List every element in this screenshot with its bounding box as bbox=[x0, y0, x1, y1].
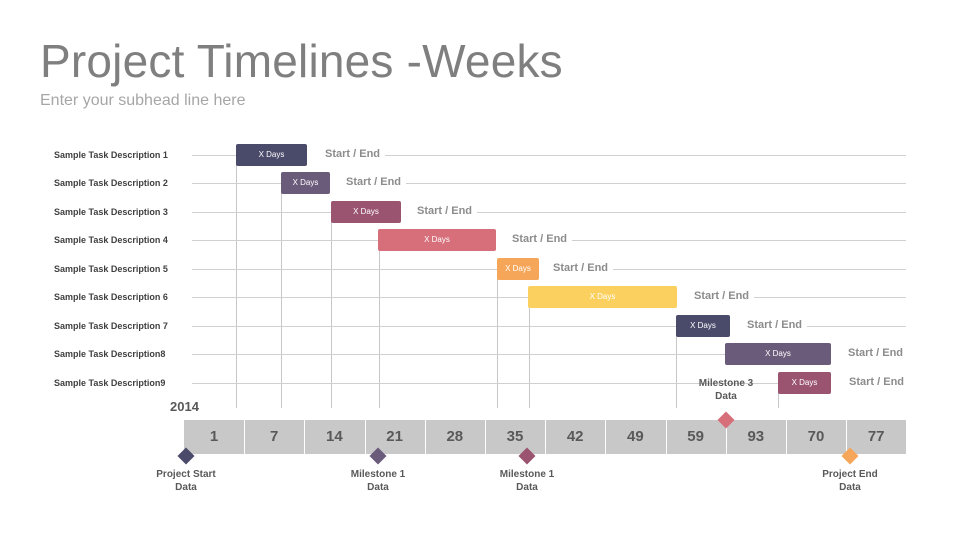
task-row-line bbox=[192, 383, 778, 384]
milestone-label: Milestone 1 Data bbox=[482, 468, 572, 494]
task-label: Sample Task Description 1 bbox=[54, 150, 168, 160]
week-label: 14 bbox=[326, 428, 343, 445]
task-bar: X Days bbox=[497, 258, 539, 280]
task-label: Sample Task Description8 bbox=[54, 349, 166, 359]
milestone-label: Project Start Data bbox=[141, 468, 231, 494]
task-label: Sample Task Description 6 bbox=[54, 292, 168, 302]
week-label: 7 bbox=[270, 428, 279, 445]
week-label: 42 bbox=[566, 428, 584, 445]
task-row-line bbox=[754, 297, 906, 298]
task-bar: X Days bbox=[778, 372, 831, 394]
week-separator bbox=[665, 420, 667, 454]
task-label: Sample Task Description 3 bbox=[54, 207, 168, 217]
task-status: Start / End bbox=[417, 205, 473, 217]
guide-line bbox=[236, 155, 237, 408]
task-status: Start / End bbox=[553, 262, 609, 274]
task-status: Start / End bbox=[346, 176, 402, 188]
guide-line bbox=[778, 383, 779, 408]
week-separator bbox=[545, 420, 547, 454]
week-separator bbox=[304, 420, 306, 454]
guide-line bbox=[281, 183, 282, 408]
task-row-line bbox=[192, 354, 725, 355]
task-bar: X Days bbox=[281, 172, 330, 194]
task-status: Start / End bbox=[747, 319, 803, 331]
week-label: 1 bbox=[209, 428, 219, 445]
page-title: Project Timelines -Weeks bbox=[40, 35, 563, 87]
week-label: 49 bbox=[627, 428, 644, 445]
task-label: Sample Task Description 7 bbox=[54, 321, 168, 331]
week-label: 35 bbox=[506, 428, 524, 445]
task-row-line bbox=[385, 155, 906, 156]
week-label: 28 bbox=[446, 428, 464, 445]
task-row-line bbox=[192, 240, 378, 241]
page-subtitle: Enter your subhead line here bbox=[40, 92, 246, 109]
task-bar: X Days bbox=[378, 229, 496, 251]
milestone-label-line2: Data bbox=[367, 482, 389, 493]
milestone-label-line1: Milestone 1 bbox=[350, 469, 406, 480]
week-label: 93 bbox=[747, 428, 765, 445]
task-label: Sample Task Description 2 bbox=[54, 178, 168, 188]
task-status: Start / End bbox=[325, 148, 381, 160]
task-row-line bbox=[406, 183, 906, 184]
guide-line bbox=[379, 240, 380, 408]
week-separator bbox=[725, 420, 727, 454]
guide-line bbox=[497, 269, 498, 408]
task-label: Sample Task Description 4 bbox=[54, 235, 168, 245]
week-separator bbox=[244, 420, 246, 454]
task-status: Start / End bbox=[694, 290, 750, 302]
week-separator bbox=[846, 420, 848, 454]
week-label: 77 bbox=[867, 428, 885, 445]
guide-line bbox=[529, 297, 530, 408]
week-separator bbox=[605, 420, 607, 454]
task-label: Sample Task Description9 bbox=[54, 378, 166, 388]
milestone-label-line1: Project Start bbox=[156, 469, 216, 480]
week-separator bbox=[485, 420, 486, 454]
milestone-label: Project End Data bbox=[805, 468, 895, 494]
task-status: Start / End bbox=[849, 376, 905, 388]
task-row-line bbox=[572, 240, 906, 241]
task-row-line bbox=[192, 212, 331, 213]
milestone-label-line2: Data bbox=[516, 482, 538, 493]
timeline-axis bbox=[184, 420, 906, 454]
task-bar: X Days bbox=[331, 201, 401, 223]
milestone-label-line1: Project End bbox=[822, 469, 878, 480]
milestone-label: Milestone 1 Data bbox=[333, 468, 423, 494]
milestone-label: Milestone 3 Data bbox=[681, 377, 771, 403]
task-bar: X Days bbox=[676, 315, 730, 337]
task-row-line bbox=[613, 269, 906, 270]
week-separator bbox=[364, 420, 366, 454]
task-bar: X Days bbox=[236, 144, 307, 166]
milestone-label-line2: Data bbox=[715, 391, 737, 402]
task-row-line bbox=[807, 326, 906, 327]
task-row-line bbox=[192, 155, 236, 156]
task-bar: X Days bbox=[725, 343, 831, 365]
week-label: 59 bbox=[687, 428, 704, 445]
guide-line bbox=[676, 326, 677, 408]
week-label: 21 bbox=[386, 428, 403, 445]
task-row-line bbox=[477, 212, 906, 213]
task-label: Sample Task Description 5 bbox=[54, 264, 168, 274]
task-row-line bbox=[192, 326, 676, 327]
week-label: 70 bbox=[807, 428, 825, 445]
milestone-label-line1: Milestone 3 bbox=[698, 378, 754, 389]
milestone-label-line2: Data bbox=[175, 482, 197, 493]
task-row-line bbox=[192, 297, 528, 298]
guide-line bbox=[331, 212, 332, 408]
milestone-label-line1: Milestone 1 bbox=[499, 469, 555, 480]
task-status: Start / End bbox=[848, 347, 904, 359]
milestone-label-line2: Data bbox=[839, 482, 861, 493]
task-row-line bbox=[192, 269, 497, 270]
task-status: Start / End bbox=[512, 233, 568, 245]
week-separator bbox=[786, 420, 787, 454]
task-row-line bbox=[192, 183, 281, 184]
year-label: 2014 bbox=[170, 399, 199, 414]
week-separator bbox=[424, 420, 426, 454]
task-bar: X Days bbox=[528, 286, 677, 308]
